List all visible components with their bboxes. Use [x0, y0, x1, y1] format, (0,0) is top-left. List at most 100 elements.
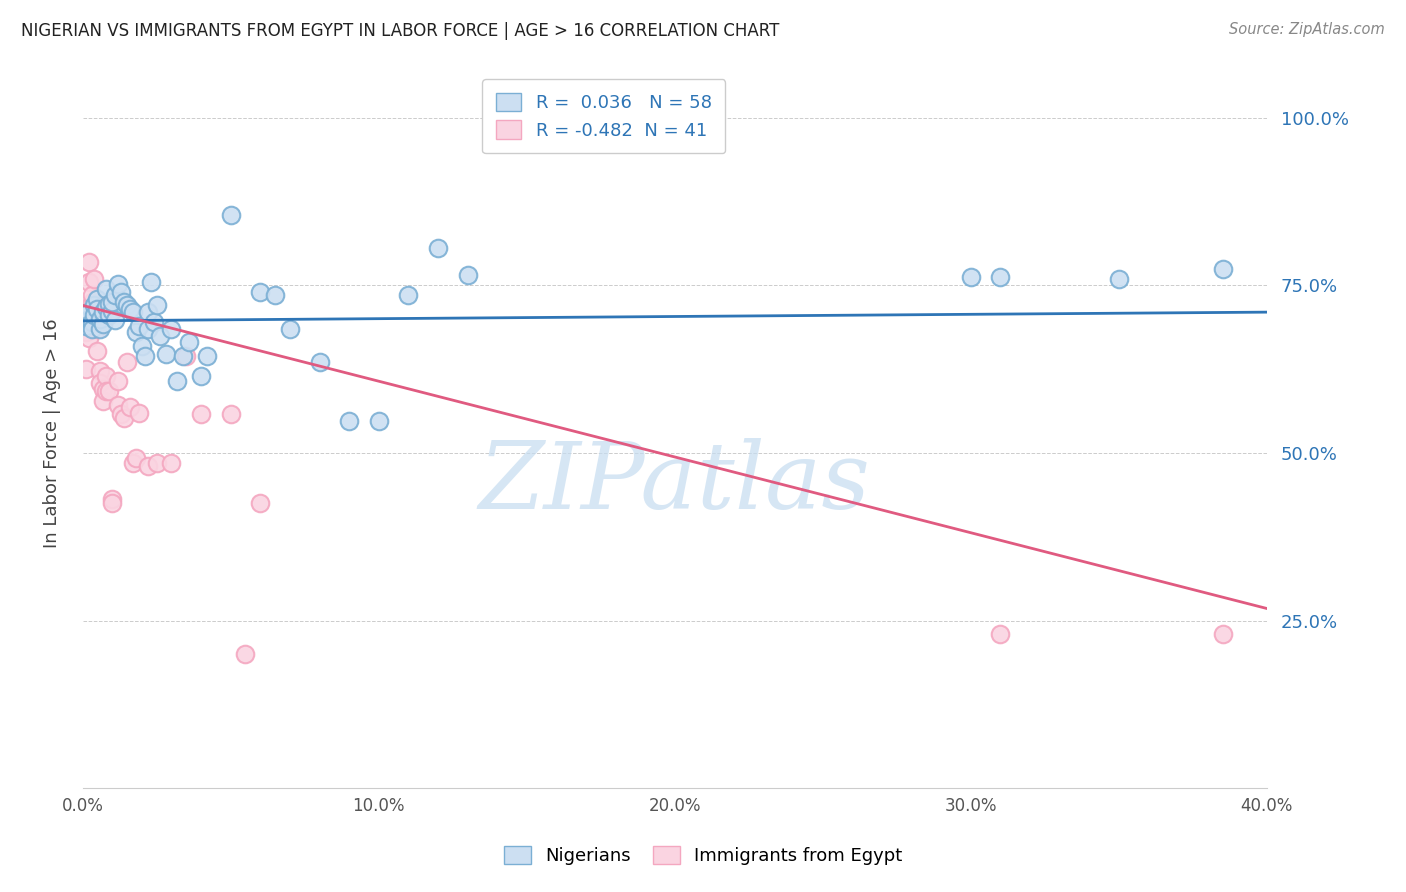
Point	[80, 310, 103, 324]
Point	[98, 297, 121, 311]
Point	[89, 364, 111, 378]
Point	[278, 322, 301, 336]
Point	[160, 456, 183, 470]
Point	[86, 322, 108, 336]
Point	[93, 382, 115, 396]
Point	[98, 384, 121, 399]
Point	[104, 288, 127, 302]
Point	[77, 255, 100, 269]
Point	[155, 347, 177, 361]
Point	[96, 300, 118, 314]
Point	[80, 322, 103, 336]
Point	[83, 315, 105, 329]
Point	[195, 349, 218, 363]
Point	[367, 414, 389, 428]
Point	[1108, 271, 1130, 285]
Point	[457, 268, 479, 283]
Point	[128, 406, 150, 420]
Point	[101, 295, 124, 310]
Point	[960, 270, 983, 285]
Point	[93, 393, 115, 408]
Point	[110, 285, 132, 299]
Point	[128, 318, 150, 333]
Point	[115, 298, 138, 312]
Point	[308, 355, 330, 369]
Point	[179, 335, 201, 350]
Point	[166, 374, 188, 388]
Point	[93, 317, 115, 331]
Point	[1212, 261, 1234, 276]
Point	[122, 305, 145, 319]
Point	[264, 288, 287, 302]
Point	[160, 322, 183, 336]
Point	[149, 328, 172, 343]
Point	[235, 647, 257, 661]
Point	[107, 374, 129, 388]
Point	[190, 407, 212, 421]
Point	[75, 362, 97, 376]
Text: NIGERIAN VS IMMIGRANTS FROM EGYPT IN LABOR FORCE | AGE > 16 CORRELATION CHART: NIGERIAN VS IMMIGRANTS FROM EGYPT IN LAB…	[21, 22, 779, 40]
Point	[136, 305, 159, 319]
Point	[89, 322, 111, 336]
Point	[83, 301, 105, 316]
Point	[118, 301, 141, 316]
Point	[83, 271, 105, 285]
Point	[219, 407, 242, 421]
Point	[101, 496, 124, 510]
Point	[80, 288, 103, 302]
Text: ZIPatlas: ZIPatlas	[479, 438, 870, 527]
Point	[1212, 627, 1234, 641]
Legend: R =  0.036   N = 58, R = -0.482  N = 41: R = 0.036 N = 58, R = -0.482 N = 41	[482, 79, 725, 153]
Point	[75, 325, 97, 339]
Point	[107, 398, 129, 412]
Point	[249, 496, 271, 510]
Point	[83, 298, 105, 312]
Point	[107, 277, 129, 291]
Point	[136, 322, 159, 336]
Point	[396, 288, 419, 302]
Point	[125, 451, 148, 466]
Point	[93, 305, 115, 319]
Point	[101, 491, 124, 506]
Point	[86, 292, 108, 306]
Point	[122, 456, 145, 470]
Point	[77, 311, 100, 326]
Text: Source: ZipAtlas.com: Source: ZipAtlas.com	[1229, 22, 1385, 37]
Point	[337, 414, 360, 428]
Point	[77, 330, 100, 344]
Point	[101, 303, 124, 318]
Point	[86, 344, 108, 359]
Point	[145, 298, 167, 312]
Point	[112, 295, 135, 310]
Point	[112, 411, 135, 425]
Point	[131, 339, 153, 353]
Point	[96, 384, 118, 399]
Point	[77, 275, 100, 289]
Point	[134, 349, 156, 363]
Point	[80, 315, 103, 329]
Point	[86, 301, 108, 316]
Point	[115, 355, 138, 369]
Point	[172, 349, 194, 363]
Point	[174, 349, 197, 363]
Point	[136, 459, 159, 474]
Legend: Nigerians, Immigrants from Egypt: Nigerians, Immigrants from Egypt	[495, 837, 911, 874]
Point	[96, 282, 118, 296]
Point	[83, 309, 105, 323]
Point	[145, 456, 167, 470]
Point	[249, 285, 271, 299]
Point	[990, 627, 1012, 641]
Point	[139, 275, 162, 289]
Point	[89, 311, 111, 326]
Point	[125, 325, 148, 339]
Y-axis label: In Labor Force | Age > 16: In Labor Force | Age > 16	[44, 318, 60, 548]
Point	[110, 407, 132, 421]
Point	[96, 368, 118, 383]
Point	[190, 368, 212, 383]
Point	[98, 309, 121, 323]
Point	[142, 315, 165, 329]
Point	[990, 270, 1012, 285]
Point	[104, 313, 127, 327]
Point	[426, 242, 449, 256]
Point	[77, 305, 100, 319]
